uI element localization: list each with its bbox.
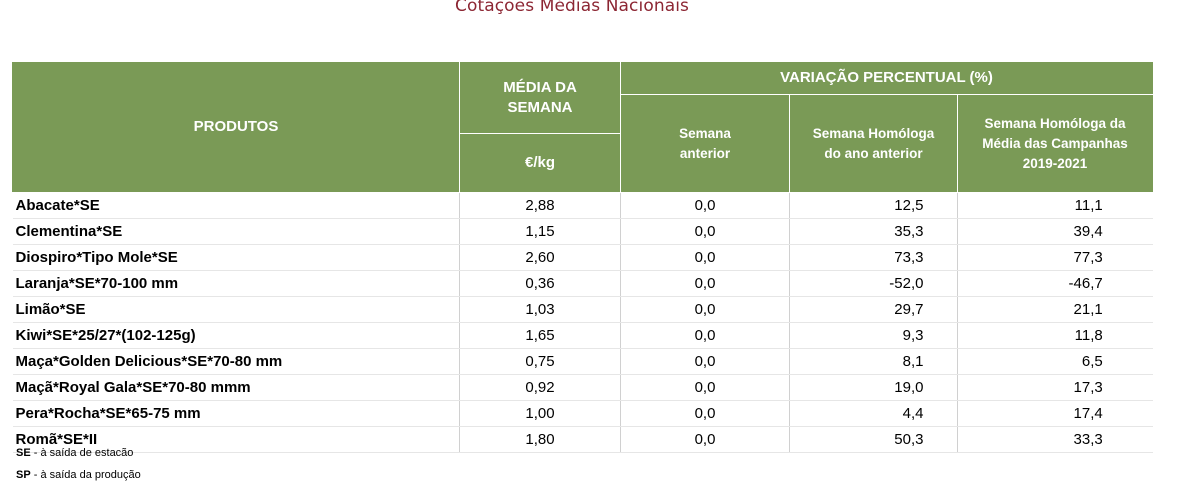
table-row: Maçã*Royal Gala*SE*70-80 mmm 0,92 0,0 19… [12,374,1153,401]
produto-cell: Maça*Golden Delicious*SE*70-80 mm [12,348,460,375]
campanhas-cell: -46,7 [1068,275,1103,292]
media-cell: 1,80 [459,426,621,453]
ano-anterior-cell: 35,3 [894,223,924,240]
ano-anterior-cell: 19,0 [894,379,924,396]
header-semana-anterior-line2: anterior [679,145,731,161]
media-cell: 0,75 [459,348,621,375]
header-homologa-ano-line1: Semana Homóloga [812,125,935,141]
footnote-se: SE - à saída de estação [16,446,133,456]
header-homologa-campanhas-line1: Semana Homóloga da [984,115,1126,131]
footnote-se-key: SE [16,447,31,456]
anterior-cell: 0,0 [620,270,790,297]
header-homologa-campanhas-line2: Média das Campanhas [982,135,1128,151]
table-row: Kiwi*SE*25/27*(102-125g) 1,65 0,0 9,3 11… [12,322,1153,349]
campanhas-cell: 11,1 [1074,197,1103,214]
table-row: Pera*Rocha*SE*65-75 mm 1,00 0,0 4,4 17,4 [12,400,1153,427]
anterior-cell: 0,0 [620,348,790,375]
media-cell: 2,60 [459,244,621,271]
page-title: Cotações Médias Nacionais [454,0,690,16]
ano-anterior-cell: 12,5 [894,197,924,214]
table-row: Romã*SE*II 1,80 0,0 50,3 33,3 [12,426,1153,453]
header-homologa-ano-line2: do ano anterior [824,145,923,161]
campanhas-cell: 6,5 [1081,353,1103,370]
ano-anterior-cell: 4,4 [902,405,924,422]
campanhas-cell: 77,3 [1073,249,1103,266]
footnote-se-text: - à saída de estação [30,447,134,456]
media-cell: 1,03 [459,296,621,323]
media-cell: 0,92 [459,374,621,401]
media-cell: 1,65 [459,322,621,349]
header-semana-anterior-line1: Semana [679,125,731,141]
table-row: Laranja*SE*70-100 mm 0,36 0,0 -52,0 -46,… [12,270,1153,297]
ano-anterior-cell: -52,0 [889,275,924,292]
media-cell: 1,15 [459,218,621,245]
ano-anterior-cell: 50,3 [894,431,924,448]
produto-cell: Maçã*Royal Gala*SE*70-80 mmm [12,374,460,401]
header-semana-anterior: Semana anterior [620,94,790,193]
ano-anterior-cell: 73,3 [894,249,924,266]
footnote-sp-text: - à saída da produção [30,469,141,481]
anterior-cell: 0,0 [620,322,790,349]
campanhas-cell: 33,3 [1073,431,1103,448]
ano-anterior-cell: 29,7 [894,301,924,318]
ano-anterior-cell: 9,3 [902,327,924,344]
anterior-cell: 0,0 [620,400,790,427]
header-unit: €/kg [459,133,621,193]
table-row: Clementina*SE 1,15 0,0 35,3 39,4 [12,218,1153,245]
table-row: Abacate*SE 2,88 0,0 12,5 11,1 [12,192,1153,219]
anterior-cell: 0,0 [620,426,790,453]
produto-cell: Romã*SE*II [12,426,460,453]
produto-cell: Abacate*SE [12,192,460,219]
table-row: Maça*Golden Delicious*SE*70-80 mm 0,75 0… [12,348,1153,375]
anterior-cell: 0,0 [620,374,790,401]
campanhas-cell: 17,3 [1073,379,1103,396]
header-homologa-campanhas-line3: 2019-2021 [1022,155,1088,171]
anterior-cell: 0,0 [620,296,790,323]
campanhas-cell: 39,4 [1073,223,1103,240]
produto-cell: Clementina*SE [12,218,460,245]
ano-anterior-cell: 8,1 [902,353,924,370]
anterior-cell: 0,0 [620,192,790,219]
produto-cell: Diospiro*Tipo Mole*SE [12,244,460,271]
table-row: Diospiro*Tipo Mole*SE 2,60 0,0 73,3 77,3 [12,244,1153,271]
header-media-line2: SEMANA [507,98,573,116]
footnote-sp: SP - à saída da produção [16,468,141,482]
table-row: Limão*SE 1,03 0,0 29,7 21,1 [12,296,1153,323]
header-homologa-campanhas: Semana Homóloga da Média das Campanhas 2… [957,94,1153,193]
campanhas-cell: 11,8 [1074,327,1103,344]
campanhas-cell: 21,1 [1073,301,1103,318]
anterior-cell: 0,0 [620,244,790,271]
header-media-semana: MÉDIA DA SEMANA [459,62,621,134]
footnote-sp-key: SP [16,469,31,481]
anterior-cell: 0,0 [620,218,790,245]
header-media-line1: MÉDIA DA [503,78,577,96]
produto-cell: Pera*Rocha*SE*65-75 mm [12,400,460,427]
media-cell: 0,36 [459,270,621,297]
produto-cell: Limão*SE [12,296,460,323]
media-cell: 1,00 [459,400,621,427]
header-produtos: PRODUTOS [12,62,460,193]
header-homologa-ano: Semana Homóloga do ano anterior [789,94,958,193]
header-variacao: VARIAÇÃO PERCENTUAL (%) [620,62,1153,95]
produto-cell: Laranja*SE*70-100 mm [12,270,460,297]
prices-table: PRODUTOS MÉDIA DA SEMANA VARIAÇÃO PERCEN… [12,62,1153,453]
campanhas-cell: 17,4 [1073,405,1103,422]
produto-cell: Kiwi*SE*25/27*(102-125g) [12,322,460,349]
media-cell: 2,88 [459,192,621,219]
